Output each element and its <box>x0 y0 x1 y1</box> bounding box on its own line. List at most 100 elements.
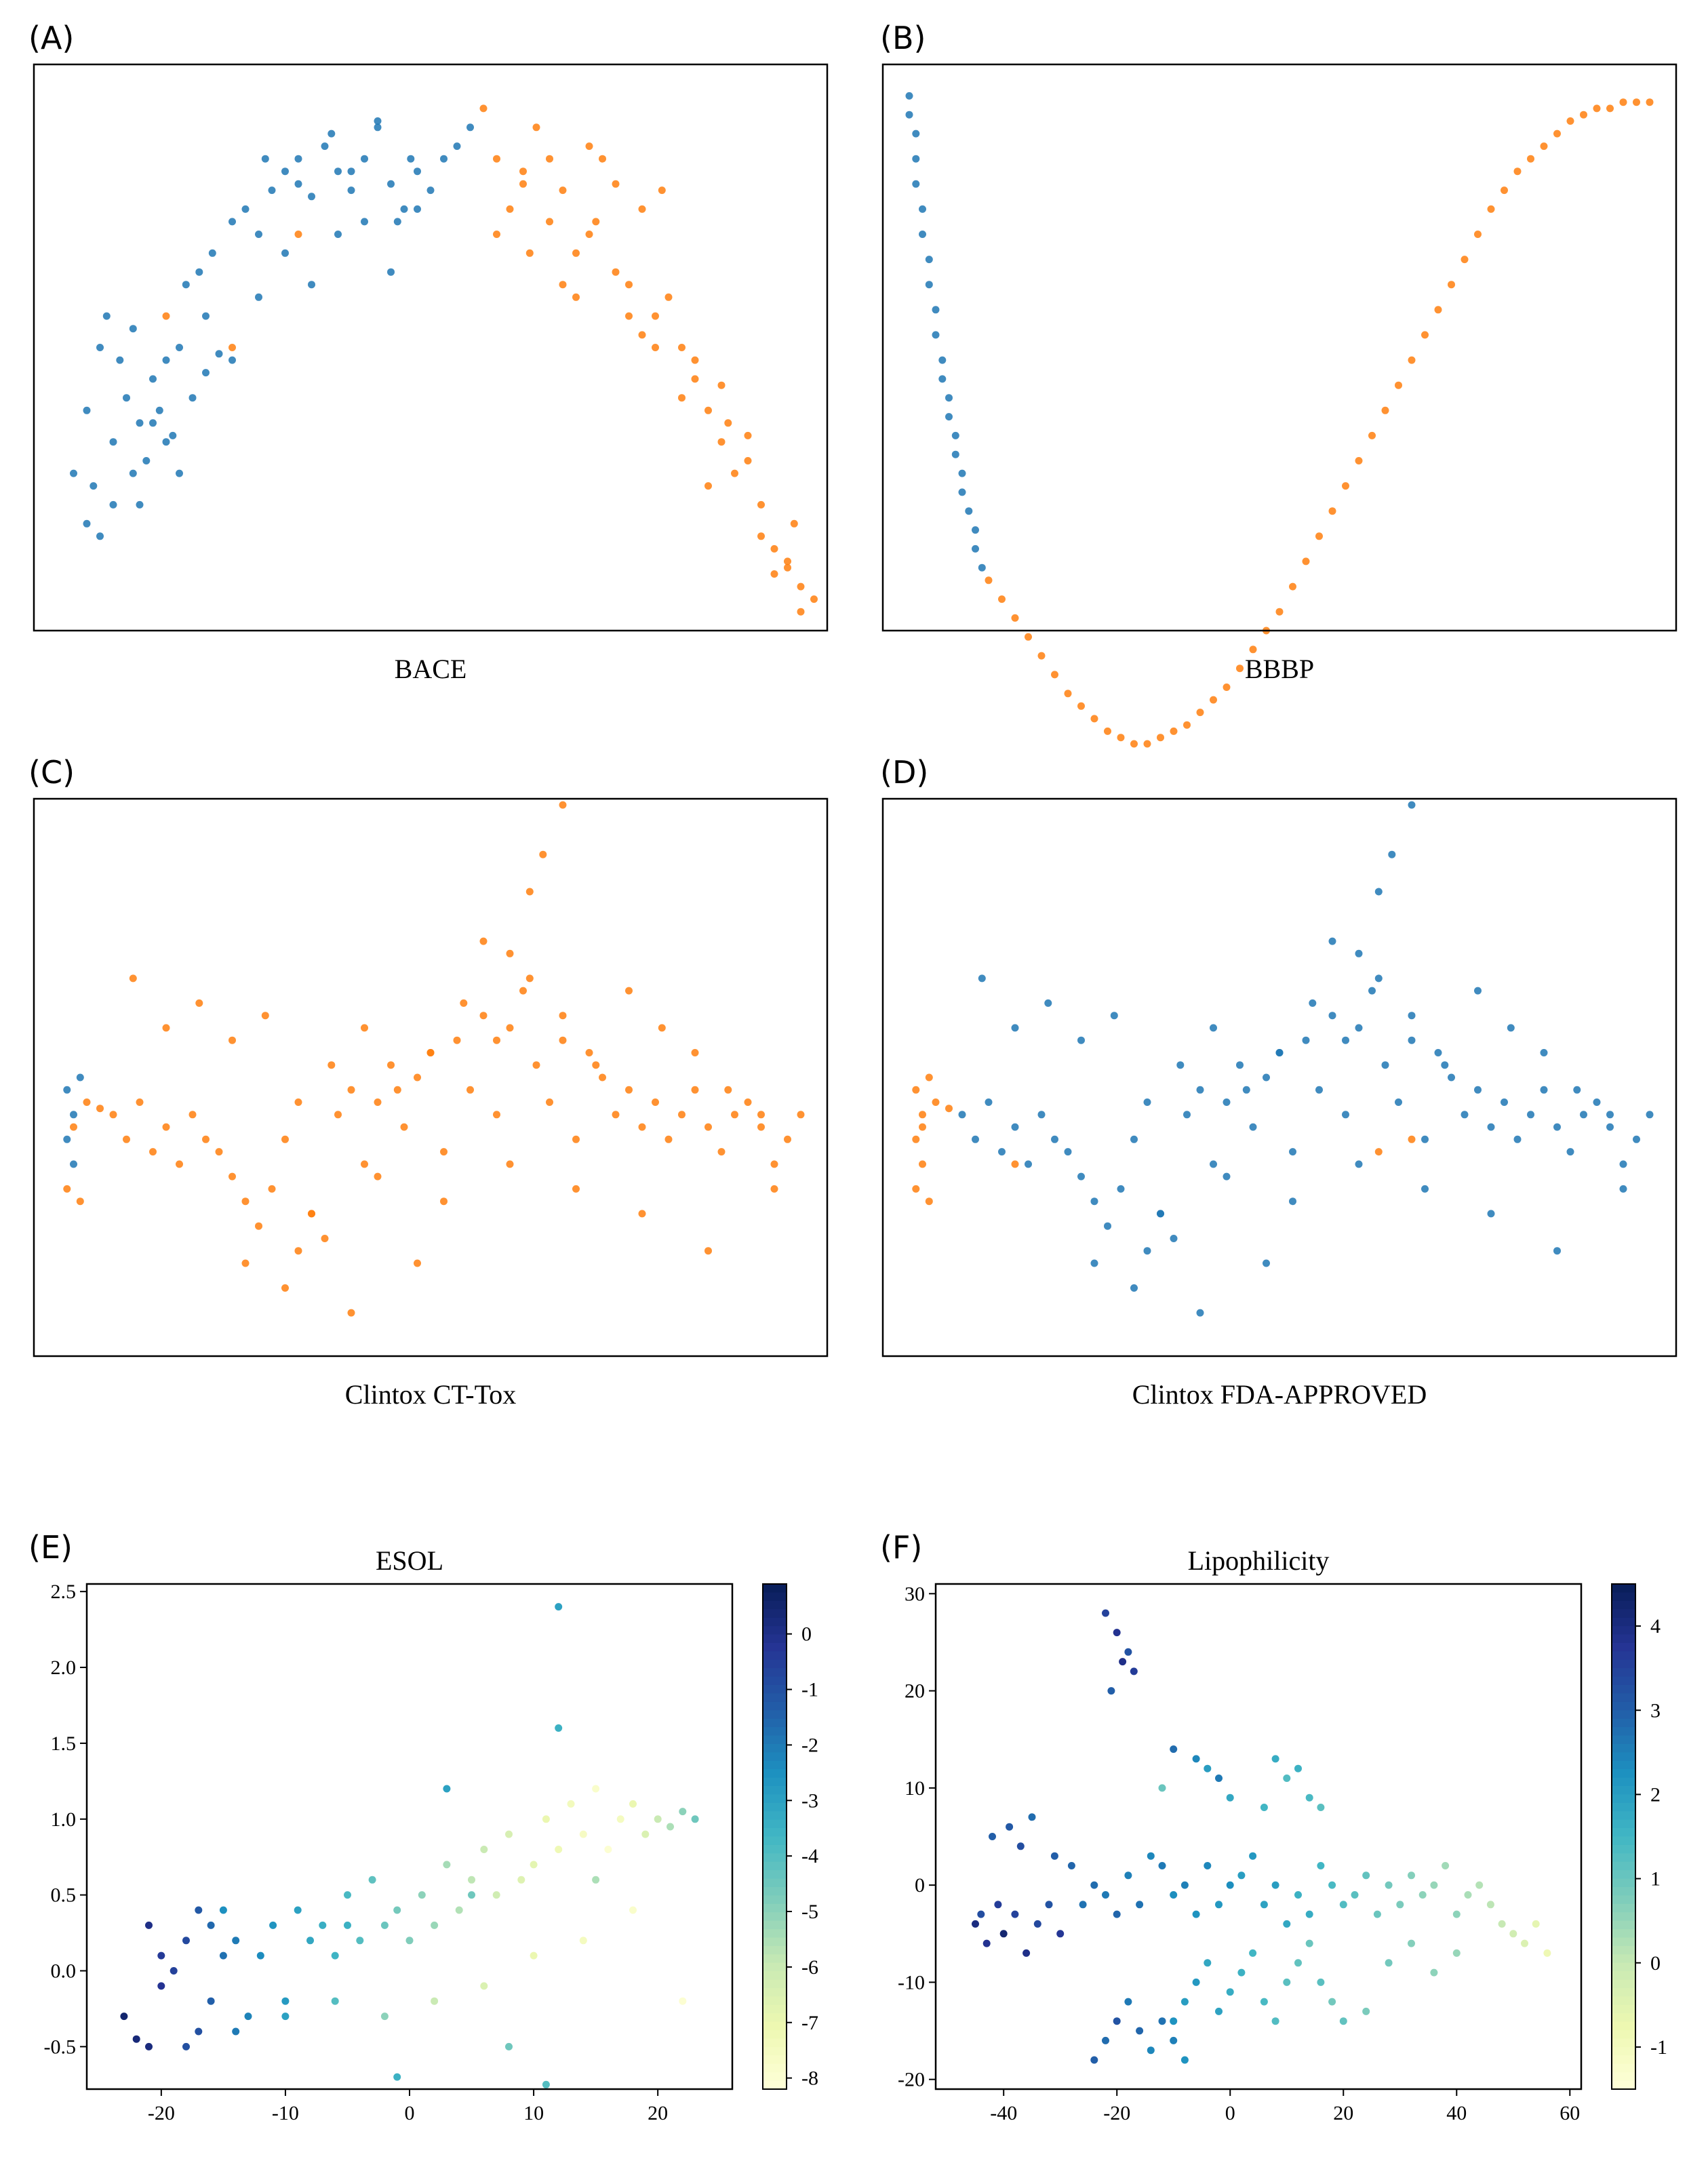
scatter-point <box>1271 1881 1279 1889</box>
scatter-point <box>1124 1998 1132 2006</box>
scatter-point <box>1283 1775 1291 1782</box>
scatter-point <box>202 1135 210 1143</box>
colorbar-segment <box>763 1609 787 1619</box>
scatter-point <box>797 582 805 591</box>
scatter-point <box>542 2080 550 2088</box>
plot-frame <box>934 1583 1583 2090</box>
scatter-point <box>1553 1247 1561 1255</box>
scatter-point <box>129 469 137 477</box>
scatter-point <box>170 1967 178 1975</box>
scatter-point <box>393 1086 401 1094</box>
scatter-point <box>229 344 236 351</box>
scatter-point <box>393 1906 401 1914</box>
colorbar-tick-label: -7 <box>801 2012 818 2034</box>
scatter-point <box>1434 1049 1442 1056</box>
scatter-point <box>1249 1949 1257 1957</box>
colorbar-segment <box>1612 2013 1635 2023</box>
scatter-point <box>347 167 355 176</box>
scatter-point <box>559 1036 567 1044</box>
colorbar-segment <box>763 2063 787 2073</box>
scatter-point <box>757 1123 765 1131</box>
scatter-point <box>797 1111 805 1119</box>
scatter-point <box>1513 1135 1522 1143</box>
scatter-point <box>308 281 315 289</box>
colorbar-tick-label: -2 <box>801 1734 818 1756</box>
colorbar-segment <box>763 1685 787 1694</box>
scatter-point <box>83 1098 91 1106</box>
scatter-point <box>1328 1012 1336 1020</box>
scatter-point <box>1260 1998 1268 2006</box>
scatter-point <box>912 180 920 188</box>
scatter-point <box>958 1111 966 1119</box>
colorbar-segment <box>763 1786 787 1796</box>
scatter-point <box>1157 1210 1164 1218</box>
scatter-point <box>1011 1910 1019 1918</box>
scatter-point <box>195 1906 203 1914</box>
scatter-point <box>625 281 633 289</box>
scatter-point <box>1196 1086 1204 1094</box>
y-tick-label: -20 <box>898 2069 925 2091</box>
colorbar-segment <box>1612 1743 1635 1753</box>
scatter-point <box>281 1284 289 1292</box>
scatter-point <box>1553 1123 1561 1131</box>
scatter-point <box>691 1049 699 1056</box>
colorbar-segment <box>1612 1878 1635 1888</box>
scatter-point <box>1315 532 1323 540</box>
scatter-point <box>691 356 699 364</box>
scatter-point <box>1388 850 1396 858</box>
colorbar-segment <box>763 1676 787 1686</box>
scatter-point <box>517 1876 525 1884</box>
scatter-point <box>1305 1939 1313 1947</box>
scatter-point <box>255 293 262 301</box>
scatter-point <box>1102 1609 1109 1617</box>
panel-e: (E) ESOL-20 -10 0 10 20-0.50.00.51.01.52.02.5… <box>28 1529 818 2124</box>
scatter-point <box>426 186 435 195</box>
scatter-point <box>539 850 547 858</box>
scatter-point <box>945 413 953 421</box>
y-tick-label: 0.5 <box>51 1884 77 1907</box>
scatter-point <box>1442 1862 1450 1869</box>
scatter-point <box>770 1185 778 1193</box>
scatter-point <box>1143 1247 1151 1255</box>
scatter-point <box>426 1049 435 1056</box>
scatter-point <box>925 1197 933 1206</box>
scatter-point <box>905 111 913 119</box>
scatter-point <box>1315 1086 1323 1094</box>
colorbar-segment <box>763 1668 787 1678</box>
scatter-point <box>945 1105 953 1113</box>
scatter-point <box>492 1891 500 1899</box>
scatter-point <box>347 186 355 195</box>
scatter-point <box>1215 1901 1223 1909</box>
scatter-point <box>1566 1148 1574 1156</box>
scatter-point <box>1408 1135 1416 1143</box>
scatter-point <box>678 394 686 402</box>
colorbar-segment <box>763 1777 787 1787</box>
panel-label: (B) <box>880 20 926 56</box>
scatter-point <box>717 1148 726 1156</box>
scatter-point <box>414 167 421 176</box>
scatter-point <box>1090 1197 1098 1206</box>
scatter-point <box>978 974 986 983</box>
colorbar-segment <box>1612 1920 1635 1930</box>
scatter-point <box>1342 1036 1349 1044</box>
scatter-point <box>770 570 778 578</box>
x-tick-label: 20 <box>648 2102 668 2124</box>
scatter-point <box>757 500 765 509</box>
scatter-point <box>83 519 91 528</box>
colorbar-segment <box>1612 1786 1635 1796</box>
scatter-point <box>585 231 593 238</box>
scatter-point <box>784 557 791 566</box>
scatter-point <box>1513 167 1522 176</box>
scatter-point <box>202 369 210 377</box>
scatter-point <box>1170 1891 1178 1899</box>
scatter-point <box>493 1111 500 1119</box>
scatter-point <box>1223 1098 1231 1106</box>
scatter-point <box>261 1012 269 1020</box>
scatter-point <box>1619 98 1627 106</box>
scatter-point <box>638 1123 646 1131</box>
scatter-point <box>506 205 514 213</box>
scatter-point <box>932 331 940 339</box>
scatter-point <box>1328 507 1336 515</box>
scatter-point <box>1362 2007 1370 2015</box>
scatter-point <box>784 563 791 572</box>
